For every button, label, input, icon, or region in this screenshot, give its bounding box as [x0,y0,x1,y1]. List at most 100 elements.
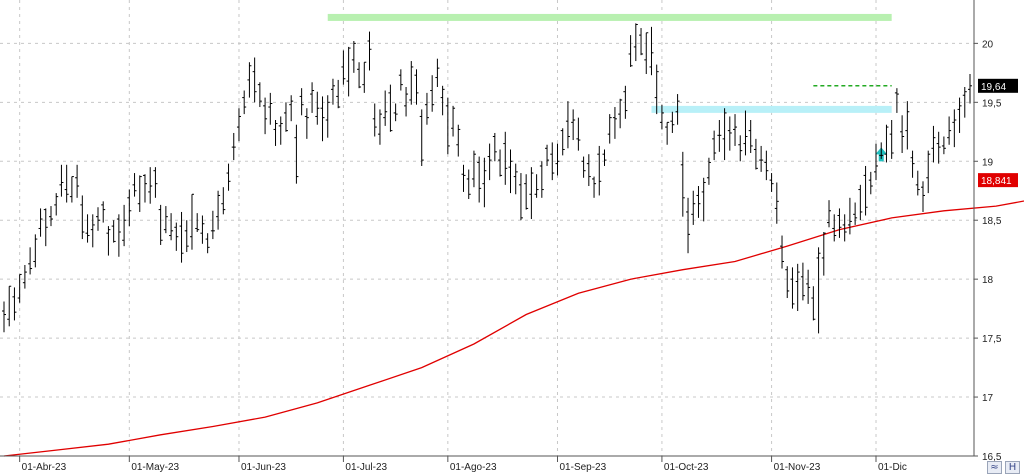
price-bar [508,149,513,194]
price-bar [90,214,95,248]
price-bar [299,88,304,116]
y-tick-label: 19 [982,157,994,168]
price-bar [7,285,12,327]
resistance-band [327,13,892,21]
price-bar [586,154,591,187]
price-bar [461,164,466,192]
price-bar [424,92,429,125]
price-bar [169,213,174,241]
price-bar [701,177,706,222]
price-bar [555,143,560,176]
price-bar [706,157,711,185]
price-bar [210,210,215,240]
price-bar [487,143,492,181]
price-bar [628,35,633,67]
price-bar [738,135,743,162]
price-bar [54,193,59,216]
price-bar [675,94,680,125]
price-bar [132,173,137,197]
price-bar [936,131,941,164]
price-bar [174,222,179,251]
price-bar [17,273,22,303]
price-bar [377,109,382,145]
price-bar [623,85,628,119]
price-bar [889,120,894,159]
price-bar [263,97,268,135]
price-bar [639,28,644,56]
price-bar [153,167,158,198]
price-bar [236,108,241,142]
price-bar [727,116,732,151]
price-bar [142,174,147,203]
price-bar [195,213,200,232]
price-bar [842,214,847,242]
price-bar [769,173,774,192]
price-bar [33,234,38,268]
price-bar [733,114,738,146]
y-tick-label: 18,5 [982,216,1002,227]
h-tool-icon[interactable]: H [1005,461,1020,474]
price-bar [409,61,414,105]
price-bar [163,206,168,234]
price-bar [445,97,450,155]
price-bar [106,226,111,256]
price-bar [550,142,555,181]
x-tick-label: 01-Oct-23 [664,462,709,473]
price-bars [2,23,972,334]
price-bar [921,181,926,212]
price-bar [576,117,581,151]
price-bar [680,151,685,217]
price-bar [644,32,649,75]
price-bar [304,108,309,139]
price-bar [806,269,811,304]
price-bar [294,124,299,184]
price-bar [388,84,393,132]
price-bar [116,214,121,257]
price-bar [581,156,586,178]
price-bar [722,108,727,161]
price-bar [80,195,85,240]
price-bar [325,95,330,138]
price-bar [957,97,962,133]
price-bar [853,202,858,225]
price-bar [492,132,497,162]
price-bar [539,161,544,198]
price-bar [968,74,972,104]
price-bar [482,157,487,208]
price-bar [252,57,257,103]
x-tick-label: 01-Nov-23 [774,462,821,473]
price-bar [310,82,315,113]
price-bar [498,149,503,177]
price-bar [283,102,288,132]
price-bar [69,176,74,203]
price-bar [597,145,602,196]
price-bar [184,220,189,253]
price-bar [22,265,27,289]
price-bar [691,190,696,225]
price-bar [947,116,952,145]
price-bar [278,116,283,145]
moving-average-tag-bg [978,173,1018,188]
y-tick-label: 20 [982,39,994,50]
price-bar [127,189,132,227]
price-bar [811,286,816,321]
price-bar [612,107,617,139]
price-bar [122,204,127,247]
price-bar [383,90,388,126]
y-tick-label: 16,5 [982,452,1002,463]
price-bar [456,124,461,157]
price-bar [440,85,445,116]
price-bar [404,86,409,117]
x-tick-label: 01-Ago-23 [450,462,497,473]
wave-tool-icon[interactable]: ≈ [987,461,1002,474]
price-bar [753,138,758,170]
price-bar [915,170,920,196]
price-bar [518,173,523,221]
price-bar [545,144,550,166]
x-tick-label: 01-Abr-23 [22,462,67,473]
x-tick-label: 01-Jul-23 [345,462,387,473]
price-bar [351,41,356,73]
price-bar [659,104,664,130]
price-bar [435,58,440,87]
